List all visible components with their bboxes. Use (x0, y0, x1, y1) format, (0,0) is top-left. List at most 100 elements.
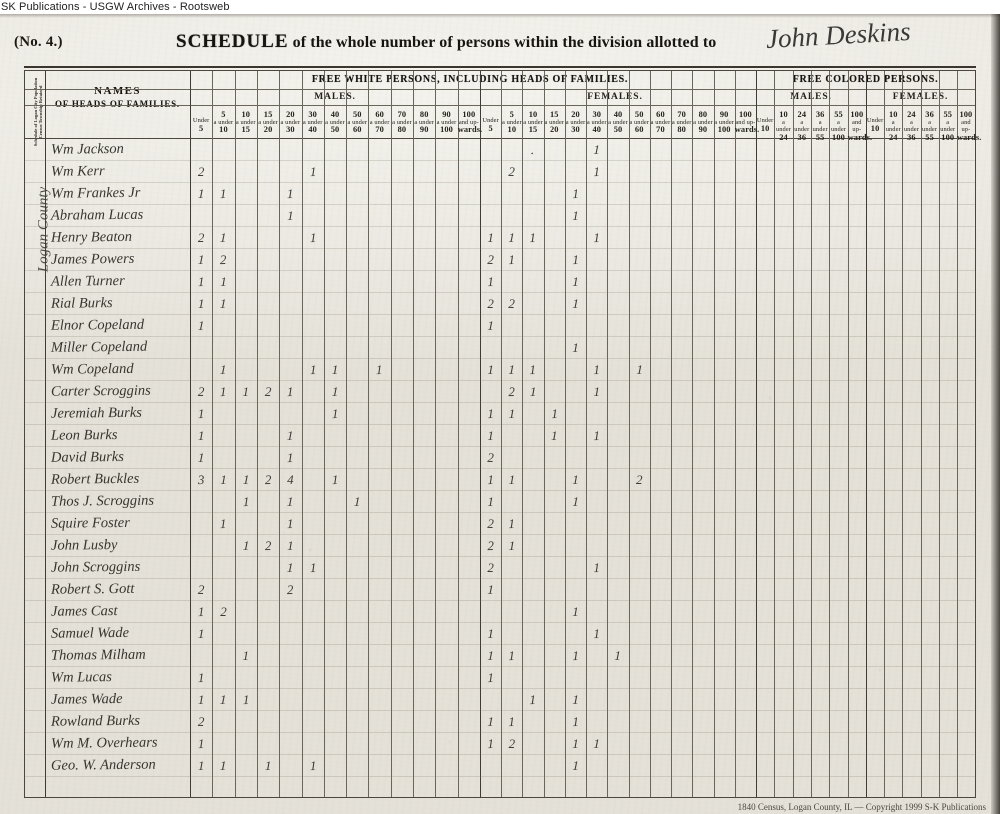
tally-white-female: 1 (550, 405, 558, 422)
page-headline: (No. 4.) SCHEDULE of the whole number of… (0, 16, 1000, 58)
tally-white-female: 2 (487, 560, 494, 575)
tally-white-female: 1 (572, 713, 579, 730)
tally-white-female: 2 (508, 163, 516, 180)
tally-white-male: 2 (264, 383, 272, 400)
grid-column-line (902, 71, 904, 797)
ruled-line (25, 424, 975, 425)
margin-printed-note: Schedule of Logan City Population Census… (33, 77, 43, 147)
grid-column-line (628, 71, 630, 797)
list-item: Samuel Wade (50, 624, 130, 642)
list-item: Carter Scroggins (50, 382, 151, 400)
list-item: Abraham Lucas (50, 206, 144, 224)
tally-white-female: 1 (508, 229, 516, 246)
list-item: Squire Foster (50, 514, 130, 532)
grid-column-line (435, 71, 437, 797)
tally-white-male: 3 (197, 471, 205, 488)
tally-white-male: 1 (286, 515, 294, 532)
list-item: Miller Copeland (50, 338, 148, 356)
col-header-white-female-9: 70 a under 80 (671, 110, 692, 135)
col-header-colored-female-2: 24 a under 36 (903, 110, 919, 142)
tally-white-female: 1 (487, 647, 495, 664)
grid-column-line (323, 71, 325, 797)
col-header-white-male-9: 70 a under 80 (392, 110, 412, 135)
tally-white-female: 2 (487, 449, 495, 466)
tally-white-male: 1 (197, 317, 205, 334)
list-item: John Lusby (50, 537, 118, 554)
tally-white-female: 1 (508, 538, 516, 553)
col-header-colored-male-3: 36 a under 55 (812, 110, 828, 142)
tally-white-female: 1 (508, 251, 516, 268)
tally-white-male: 1 (197, 273, 205, 290)
tally-white-male: 1 (197, 296, 205, 311)
col-header-colored-female-3: 36 a under 55 (922, 110, 938, 142)
tally-white-male: 1 (197, 251, 205, 268)
tally-white-male: 1 (353, 493, 361, 510)
ruled-line (25, 358, 975, 359)
ruled-line (25, 446, 975, 447)
grid-column-line (234, 71, 236, 797)
tally-white-male: 1 (309, 559, 317, 576)
grid-column-line (190, 71, 191, 797)
tally-white-female: 2 (487, 296, 494, 311)
list-item: Thos J. Scroggins (50, 492, 155, 510)
tally-white-male: 1 (242, 493, 250, 510)
tally-white-female: 2 (487, 515, 495, 532)
scan-right-shadow (991, 14, 1000, 814)
col-header-colored-female-5: 100 and up-wards. (956, 110, 982, 142)
grid-column-line (671, 71, 673, 797)
col-header-colored-male-2: 24 a under 36 (794, 110, 810, 142)
tally-white-female: 1 (487, 626, 494, 641)
tally-white-female: 2 (635, 472, 643, 487)
col-header-white-male-8: 60 a under 70 (369, 110, 390, 135)
tally-white-female: 2 (487, 251, 495, 268)
col-header-white-female-0: Under 5 (482, 117, 499, 133)
ruled-line (25, 402, 975, 403)
tally-white-female: 1 (487, 230, 494, 245)
ruled-line (25, 270, 975, 271)
tally-white-male: 1 (197, 758, 205, 773)
tally-white-female: 1 (593, 735, 601, 752)
tally-white-male: 1 (376, 361, 384, 378)
list-item: Allen Turner (50, 272, 125, 290)
ruled-line (25, 292, 975, 293)
tally-white-female: 1 (593, 559, 601, 576)
grid-column-line (734, 71, 736, 797)
site-banner: SK Publications - USGW Archives - Rootsw… (0, 0, 1000, 14)
group-header-free-white: FREE WHITE PERSONS, INCLUDING HEADS OF F… (311, 74, 629, 85)
grid-column-line (279, 71, 281, 797)
list-item: Robert Buckles (50, 470, 140, 488)
tally-white-female: 1 (572, 472, 579, 487)
schedule-number: (No. 4.) (14, 34, 63, 50)
ruled-line (25, 578, 975, 579)
tally-white-female: 1 (635, 361, 643, 378)
ruled-line (25, 710, 975, 711)
tally-white-male: 1 (197, 626, 205, 641)
grid-column-line (811, 71, 812, 797)
list-item: Leon Burks (50, 427, 118, 444)
tally-white-female: 1 (614, 647, 622, 664)
tally-white-female: 1 (572, 185, 579, 202)
grid-column-line (256, 71, 258, 797)
tally-white-female: 1 (508, 406, 516, 421)
tally-white-male: 1 (219, 691, 227, 708)
tally-white-female: 1 (593, 625, 601, 642)
tally-white-female: 1 (487, 494, 494, 509)
tally-white-female: . (531, 141, 535, 158)
tally-white-female: 2 (487, 537, 495, 554)
tally-white-male: 1 (219, 361, 227, 378)
scanned-census-page: (No. 4.) SCHEDULE of the whole number of… (0, 14, 1000, 814)
ruled-line (25, 556, 975, 557)
ruled-line (25, 138, 975, 139)
ruled-line (25, 732, 975, 733)
grid-column-line (692, 71, 694, 797)
tally-white-male: 2 (197, 581, 205, 598)
tally-white-male: 2 (197, 713, 205, 730)
ruled-line (25, 666, 975, 667)
tally-white-male: 1 (197, 669, 205, 686)
list-item: Wm Jackson (50, 140, 124, 158)
tally-white-male: 1 (309, 757, 317, 774)
tally-white-male: 4 (287, 472, 294, 487)
col-header-white-female-6: 40 a under 50 (608, 110, 628, 135)
